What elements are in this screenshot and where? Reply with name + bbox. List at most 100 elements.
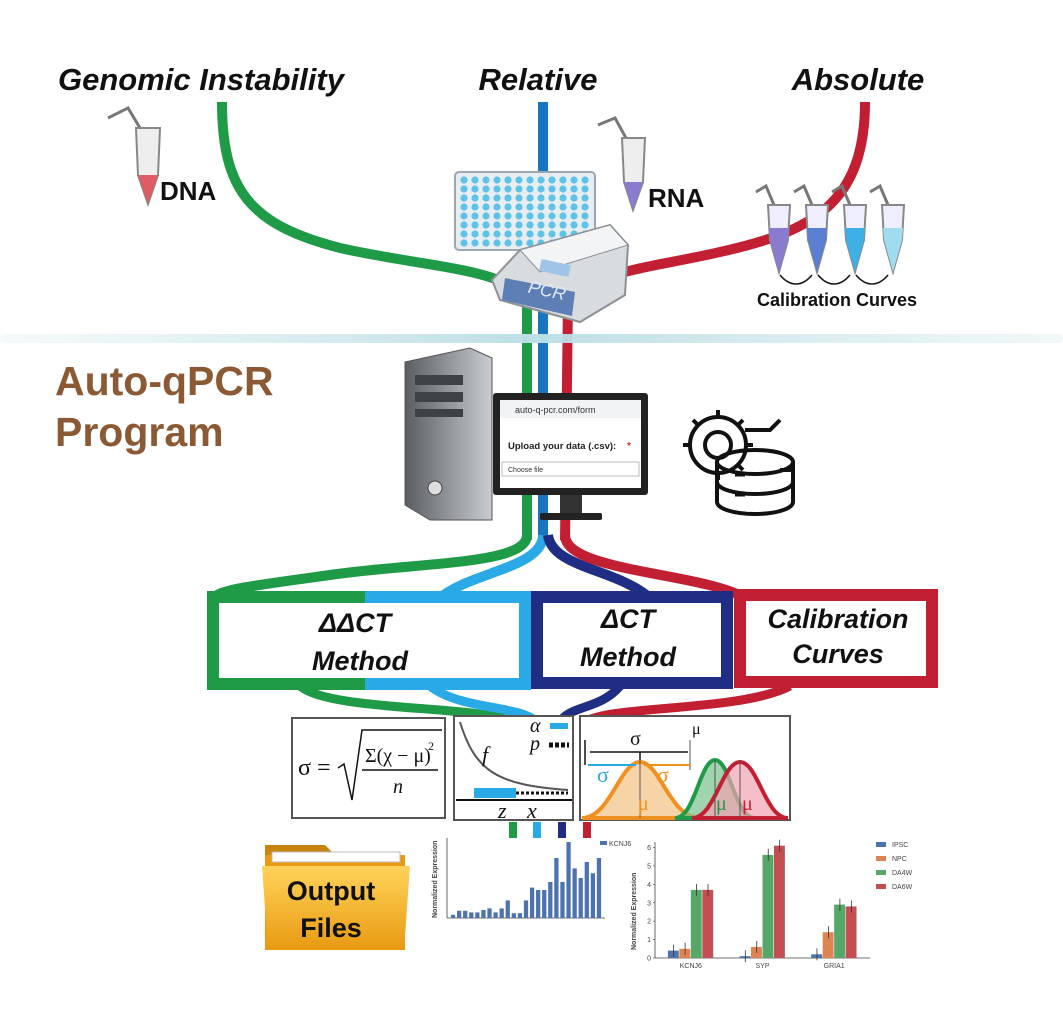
well xyxy=(460,212,468,220)
dct-line2: Method xyxy=(580,642,676,672)
bar xyxy=(845,906,857,958)
ddct-line1: ΔΔCT xyxy=(318,608,394,638)
well xyxy=(559,185,567,193)
divider xyxy=(0,334,1063,343)
bar xyxy=(596,858,602,918)
well xyxy=(493,221,501,229)
well xyxy=(493,194,501,202)
formula-box xyxy=(291,717,446,819)
well xyxy=(515,203,523,211)
sigma-right: σ xyxy=(657,762,669,787)
well xyxy=(548,185,556,193)
legend-label: DA6W xyxy=(892,884,913,891)
bar xyxy=(505,900,510,918)
program-line2: Program xyxy=(55,409,224,455)
well xyxy=(581,203,589,211)
well xyxy=(493,203,501,211)
header-right: Absolute xyxy=(791,62,925,97)
ddct-line2: Method xyxy=(312,646,408,676)
formula-denominator: n xyxy=(393,776,403,798)
bar xyxy=(566,842,571,918)
browser-url: auto-q-pcr.com/form xyxy=(515,405,596,415)
p-symbol: p xyxy=(528,733,540,755)
bar xyxy=(572,868,577,918)
well xyxy=(504,176,512,184)
output-stubs xyxy=(509,822,591,838)
upload-label: Upload your data (.csv): xyxy=(508,441,616,452)
mu-orange: μ xyxy=(638,793,649,815)
well xyxy=(559,230,567,238)
well xyxy=(482,239,490,247)
tube-liquid xyxy=(883,228,903,272)
bar xyxy=(548,882,553,918)
tube-cap xyxy=(869,183,890,206)
well xyxy=(471,203,479,211)
bar xyxy=(529,887,535,918)
bar xyxy=(493,912,498,918)
bar xyxy=(469,912,474,918)
tube-arrow xyxy=(779,274,813,285)
bar xyxy=(463,910,468,918)
output-line2: Files xyxy=(300,913,362,943)
bar xyxy=(702,889,714,958)
gear-database-icon xyxy=(683,410,795,516)
y-tick-label: 0 xyxy=(647,956,651,963)
well xyxy=(515,221,523,229)
well xyxy=(526,230,534,238)
bar xyxy=(690,889,702,958)
dna-tube xyxy=(107,106,162,208)
bar xyxy=(554,858,559,918)
well xyxy=(482,194,490,202)
bar xyxy=(773,845,785,958)
well xyxy=(526,239,534,247)
well xyxy=(504,203,512,211)
well xyxy=(482,203,490,211)
header-center: Relative xyxy=(479,62,598,97)
tube-liquid xyxy=(769,228,789,272)
monitor xyxy=(493,393,648,520)
well xyxy=(504,185,512,193)
well xyxy=(548,212,556,220)
required-mark: * xyxy=(627,441,631,452)
x-tick-label: GRIA1 xyxy=(824,963,845,970)
header-left: Genomic Instability xyxy=(58,62,346,97)
choose-file[interactable]: Choose file xyxy=(508,467,543,474)
x-tick-label: KCNJ6 xyxy=(680,963,702,970)
well xyxy=(537,176,545,184)
well xyxy=(471,230,479,238)
bar xyxy=(578,878,583,918)
z-symbol: z xyxy=(497,798,507,823)
legend-label: DA4W xyxy=(892,870,913,877)
rna-label: RNA xyxy=(648,183,705,213)
y-tick-label: 3 xyxy=(647,900,651,907)
bar xyxy=(834,904,846,958)
bar xyxy=(560,882,565,918)
well xyxy=(493,176,501,184)
well xyxy=(471,185,479,193)
well xyxy=(515,194,523,202)
well xyxy=(559,203,567,211)
well xyxy=(482,176,490,184)
well xyxy=(493,230,501,238)
well xyxy=(559,212,567,220)
well xyxy=(548,230,556,238)
bar xyxy=(499,908,504,918)
well xyxy=(482,185,490,193)
well xyxy=(460,194,468,202)
well xyxy=(570,203,578,211)
well xyxy=(460,230,468,238)
well xyxy=(504,212,512,220)
well xyxy=(581,221,589,229)
y-tick-label: 2 xyxy=(647,919,651,926)
rna-tube xyxy=(597,116,647,214)
legend-swatch xyxy=(876,884,886,889)
pcr-machine xyxy=(490,223,630,324)
well xyxy=(548,194,556,202)
f-symbol: f xyxy=(482,742,491,767)
well xyxy=(537,203,545,211)
y-tick-label: 5 xyxy=(647,863,651,870)
legend-swatch xyxy=(876,842,886,847)
well xyxy=(515,239,523,247)
well xyxy=(559,221,567,229)
big-y-label: Normalized Expression xyxy=(631,873,638,950)
